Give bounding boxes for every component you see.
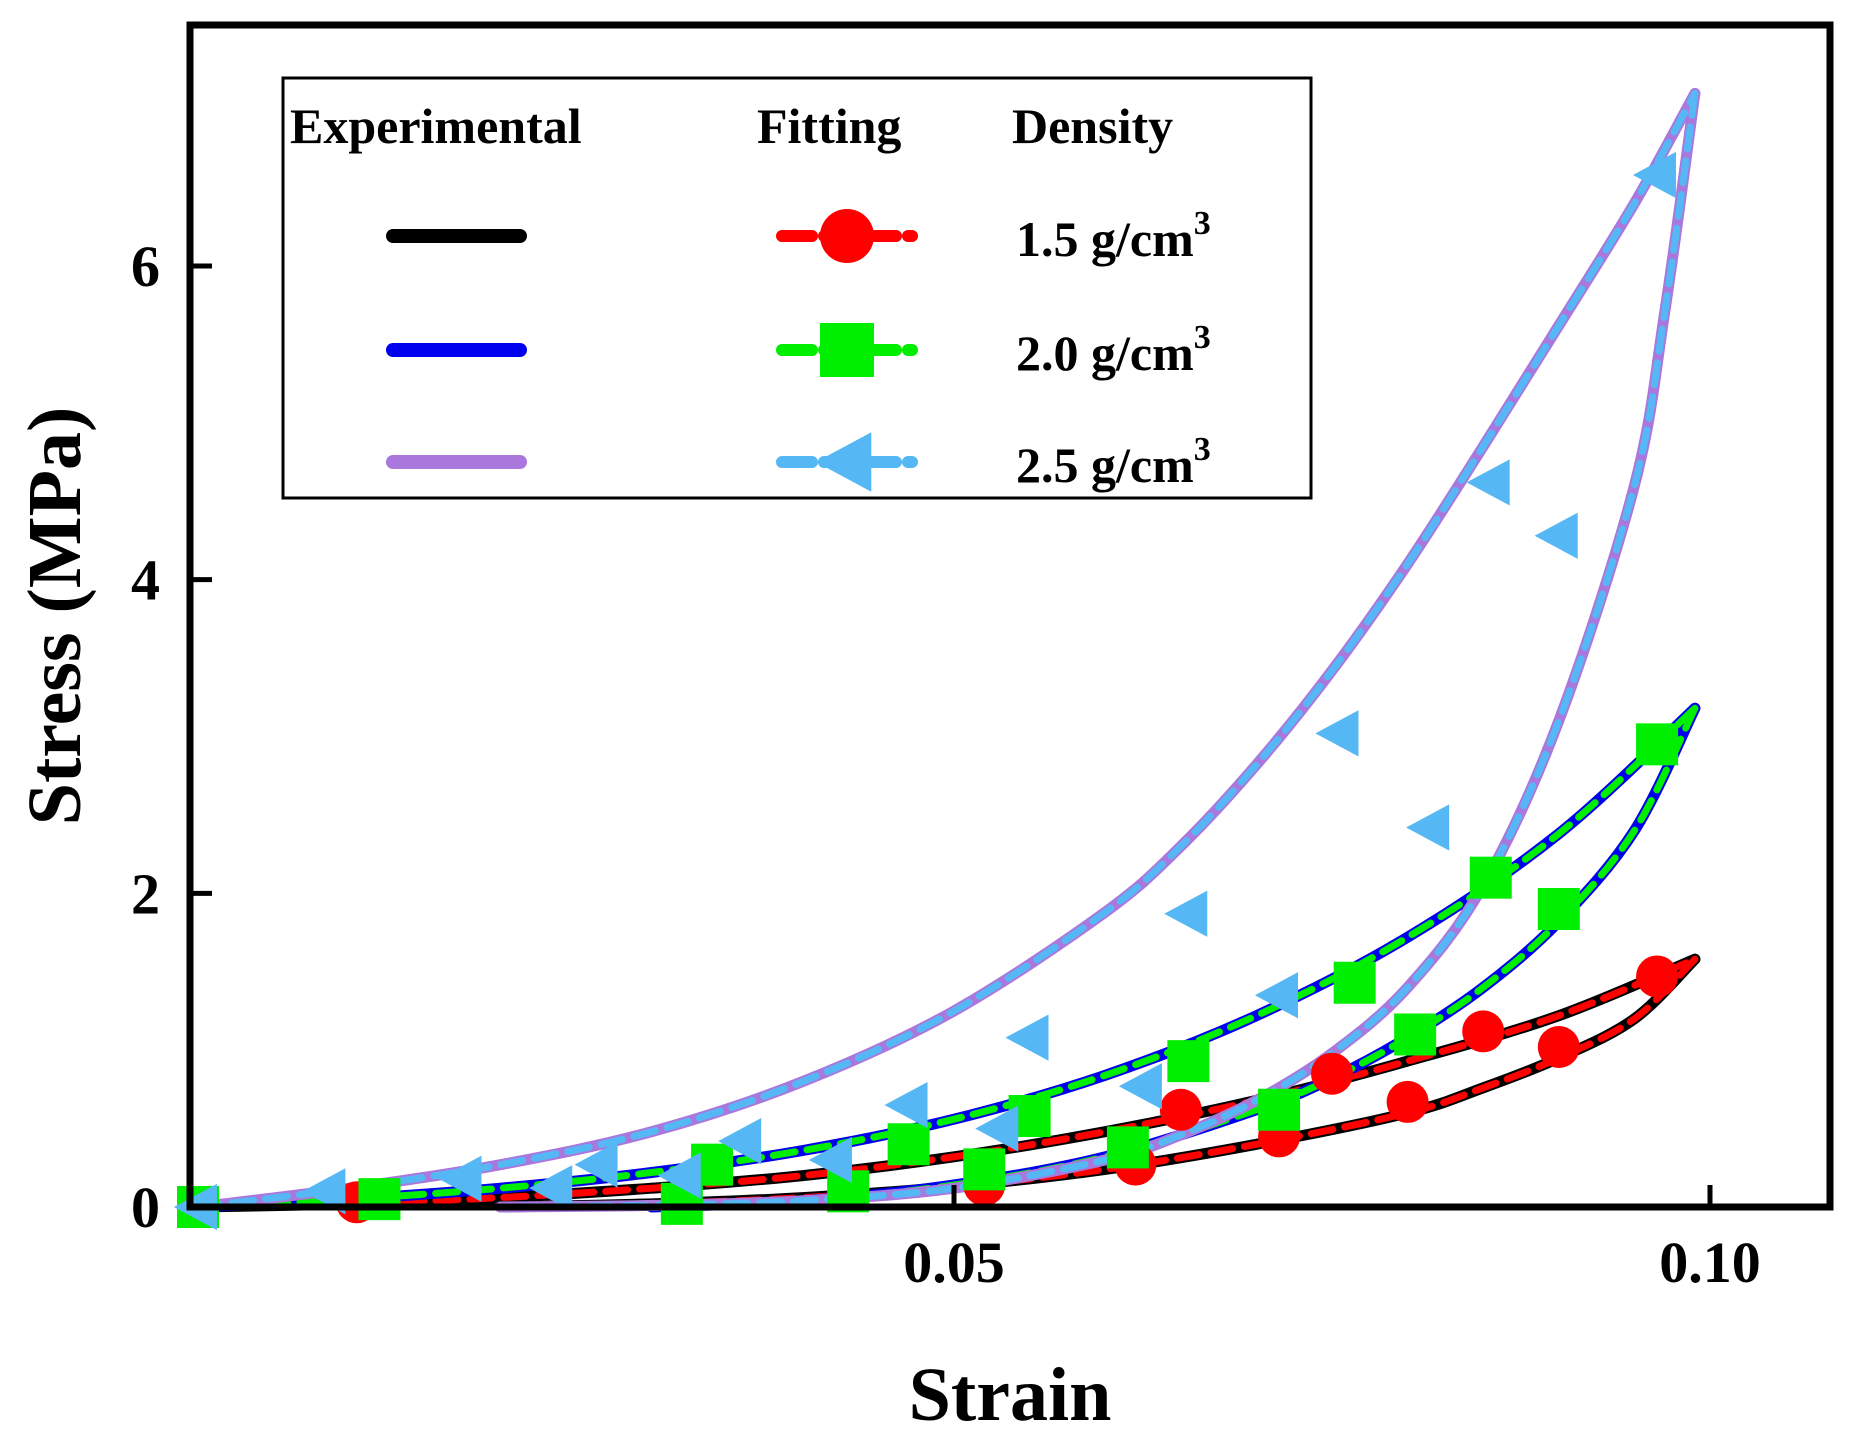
fit-marker-2.5-11	[1534, 512, 1578, 559]
fit-marker-2.0-11	[1258, 1088, 1301, 1131]
legend-density-label-1.5: 1.5 g/cm3	[1016, 205, 1211, 267]
legend-fitting-marker-2.0	[820, 323, 874, 377]
fit-marker-2.0-10	[1394, 1013, 1437, 1056]
fit-marker-2.5-18	[529, 1165, 573, 1212]
fit-marker-2.5-7	[1164, 890, 1208, 937]
marker-layer	[173, 151, 1679, 1231]
fit-marker-1.5-2	[1159, 1088, 1202, 1131]
fit-marker-2.5-17	[657, 1152, 701, 1199]
legend-fitting-marker-2.5	[815, 432, 872, 492]
fit-marker-2.5-8	[1315, 710, 1359, 757]
legend-box	[281, 76, 1313, 500]
fit-marker-2.0-7	[1469, 856, 1512, 899]
fit-marker-2.5-4	[718, 1118, 762, 1165]
fitting-loading-curve-1.5	[194, 955, 1699, 1211]
x-tick-label-1: 0.10	[1659, 1230, 1761, 1295]
fit-marker-2.0-5	[1167, 1040, 1210, 1083]
fit-marker-2.0-12	[1106, 1126, 1149, 1169]
fit-marker-1.5-3	[1311, 1052, 1353, 1095]
legend-density-label-2.5: 2.5 g/cm3	[1016, 431, 1211, 493]
fit-marker-2.5-13	[1254, 972, 1298, 1019]
fit-marker-1.5-5	[1636, 955, 1679, 998]
fit-marker-2.0-6	[1333, 961, 1376, 1004]
legend-fitting-marker-1.5	[820, 209, 874, 263]
fit-marker-2.0-13	[963, 1148, 1006, 1191]
fit-marker-2.5-15	[975, 1105, 1019, 1152]
legend-density-label-2.0: 2.0 g/cm3	[1016, 319, 1211, 381]
fit-marker-2.5-5	[884, 1081, 928, 1129]
x-tick-label-0: 0.05	[903, 1230, 1005, 1295]
fitting-loading-curve-2.5	[194, 90, 1699, 1211]
legend: Experimental Fitting Density 1.5 g/cm3 2.…	[281, 76, 1313, 500]
fit-marker-2.0-1	[358, 1178, 401, 1221]
y-tick-label-1: 2	[131, 861, 160, 926]
fit-marker-2.5-14	[1118, 1063, 1162, 1110]
legend-rows: 1.5 g/cm3 2.0 g/cm3 2.5 g/cm3	[386, 205, 1211, 493]
tick-layer: 0.05 0.10 0 2 4 6	[131, 234, 1761, 1295]
y-tick-label-3: 6	[131, 234, 160, 299]
fitting-loading-curve-2.0	[194, 704, 1699, 1211]
fit-marker-2.5-1	[302, 1168, 346, 1215]
fit-marker-2.5-12	[1406, 804, 1450, 851]
fit-marker-1.5-4	[1462, 1010, 1505, 1053]
fit-marker-2.5-10	[1632, 151, 1676, 199]
fit-marker-2.5-3	[574, 1141, 618, 1188]
x-axis-title: Strain	[909, 1353, 1112, 1437]
fit-marker-2.0-8	[1636, 723, 1679, 766]
fit-marker-2.0-9	[1537, 888, 1580, 931]
fit-marker-2.5-6	[1005, 1014, 1049, 1061]
fit-marker-1.5-6	[1537, 1026, 1580, 1069]
fit-marker-2.5-16	[808, 1136, 852, 1184]
y-tick-label-2: 4	[131, 548, 160, 613]
plot-frame	[186, 21, 1834, 1211]
fit-marker-2.5-2	[438, 1155, 482, 1202]
fit-marker-2.5-9	[1466, 459, 1510, 506]
legend-header-experimental: Experimental	[290, 98, 582, 154]
legend-header-fitting: Fitting	[757, 98, 901, 154]
y-tick-label-0: 0	[131, 1175, 160, 1240]
y-axis-title: Stress (MPa)	[13, 407, 97, 826]
legend-header-density: Density	[1012, 98, 1173, 154]
fit-marker-2.0-3	[887, 1123, 930, 1166]
fit-marker-1.5-7	[1386, 1080, 1429, 1123]
